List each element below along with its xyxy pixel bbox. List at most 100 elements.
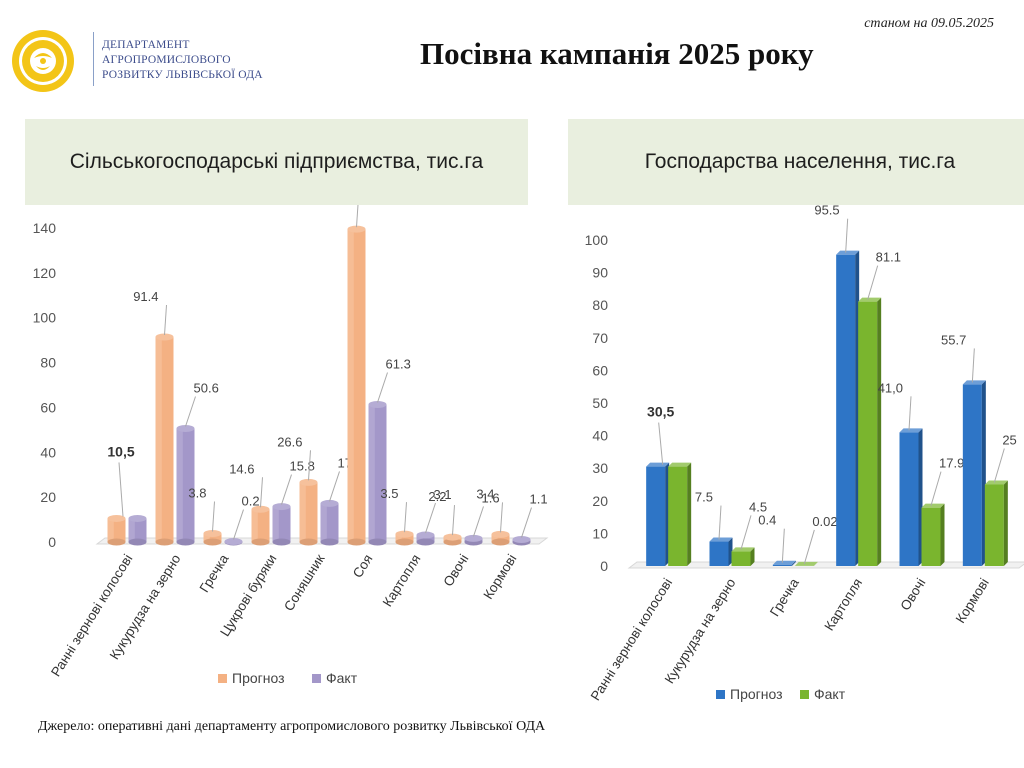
legend-swatch (218, 674, 227, 683)
bar-side (750, 547, 755, 566)
bar-base (491, 538, 510, 546)
bar-base (395, 538, 414, 546)
value-leader-line (164, 304, 167, 336)
value-leader-line (521, 507, 532, 538)
department-logo (12, 30, 74, 92)
value-leader-line (473, 506, 484, 537)
value-leader-line (425, 502, 436, 534)
y-tick-label: 50 (592, 395, 608, 411)
y-tick-label: 0 (600, 558, 608, 574)
bar-top (858, 297, 882, 302)
value-leader-line (930, 471, 942, 506)
y-tick-label: 20 (40, 489, 56, 505)
value-label: 1.1 (530, 492, 548, 507)
bar-прогноз-2 (203, 533, 222, 542)
value-leader-line (118, 462, 124, 517)
bar-highlight (416, 535, 423, 542)
value-label: 95.5 (814, 205, 839, 218)
value-label: 50.6 (194, 381, 219, 396)
value-leader-line (658, 422, 664, 465)
left-chart-header: Сільськогосподарські підприємства, тис.г… (25, 119, 528, 205)
bar-highlight (491, 534, 498, 542)
bar-highlight (251, 509, 258, 542)
y-tick-label: 40 (592, 428, 608, 444)
bar-факт-4 (921, 507, 941, 566)
value-leader-line (356, 205, 359, 228)
bar-факт-3 (858, 301, 878, 566)
value-leader-line (185, 396, 196, 427)
bar-top (251, 505, 270, 513)
bar-base (347, 538, 366, 546)
bar-base (176, 538, 195, 546)
bar-highlight (176, 428, 183, 542)
bar-top (443, 533, 462, 541)
bar-highlight (107, 518, 114, 542)
bar-highlight (368, 404, 375, 542)
bar-highlight (299, 482, 306, 542)
y-tick-label: 20 (592, 493, 608, 509)
value-leader-line (500, 502, 503, 533)
bar-top (155, 333, 174, 341)
bar-факт-0 (668, 466, 688, 566)
bar-top (731, 547, 755, 552)
category-label: Кукурудза на зерно (662, 576, 739, 687)
bar-side (940, 503, 945, 566)
bar-top (128, 514, 147, 522)
category-label: Овочі (440, 552, 471, 589)
value-label: 4.5 (749, 499, 767, 514)
y-tick-label: 10 (592, 525, 608, 541)
bar-прогноз-0 (646, 466, 666, 566)
value-label: 14.6 (229, 461, 254, 476)
bar-top (176, 425, 195, 433)
value-leader-line (740, 515, 752, 550)
value-leader-line (452, 505, 455, 536)
bar-highlight (395, 534, 402, 542)
value-leader-line (308, 450, 311, 481)
bar-top (709, 537, 733, 542)
bar-top (347, 225, 366, 233)
legend-swatch (312, 674, 321, 683)
bar-top (984, 480, 1008, 485)
chart-legend: Прогноз Факт (218, 670, 358, 686)
data-source-note: Джерело: оперативні дані департаменту аг… (38, 719, 546, 734)
chart-legend: Прогноз Факт (716, 686, 846, 702)
bar-top (921, 503, 945, 508)
y-tick-label: 30 (592, 460, 608, 476)
bar-highlight (203, 533, 210, 542)
bar-base (128, 538, 147, 546)
bar-highlight (272, 506, 279, 542)
bar-base (155, 538, 174, 546)
bar-base (107, 538, 126, 546)
value-label: 91.4 (133, 289, 158, 304)
value-label: 61.3 (386, 357, 411, 372)
category-label: Соняшник (281, 552, 328, 614)
left-chart-title: Сільськогосподарські підприємства, тис.г… (69, 150, 484, 173)
value-label: 0.4 (758, 513, 776, 528)
y-tick-label: 80 (592, 297, 608, 313)
y-tick-label: 60 (592, 362, 608, 378)
bar-прогноз-8 (491, 534, 510, 542)
bar-top (224, 538, 243, 546)
category-label: Ранні зернові колосові (588, 576, 675, 704)
y-tick-label: 120 (33, 265, 57, 281)
value-label: 17.9 (939, 456, 964, 471)
category-label: Картопля (821, 576, 865, 634)
legend-swatch (800, 690, 809, 699)
value-leader-line (845, 218, 849, 253)
households-bar-chart: 0 10 20 30 40 50 60 70 80 90 100 30,5 Ранні зернові … (585, 205, 1024, 704)
value-label: 25 (1002, 433, 1016, 448)
bar-top (107, 514, 126, 522)
bar-side (855, 250, 860, 567)
bar-top (272, 503, 291, 511)
bar-side (1003, 480, 1008, 566)
value-label: 3.4 (476, 486, 494, 501)
bar-highlight (320, 503, 327, 542)
report-date: станом на 09.05.2025 (864, 16, 994, 31)
category-label: Гречка (197, 551, 232, 595)
department-line-3: РОЗВИТКУ ЛЬВІВСЬКОЇ ОДА (102, 69, 263, 81)
y-tick-label: 40 (40, 444, 56, 460)
bar-side (813, 561, 818, 566)
value-leader-line (803, 529, 815, 565)
bar-top (395, 530, 414, 538)
department-line-2: АГРОПРОМИСЛОВОГО (102, 54, 231, 66)
